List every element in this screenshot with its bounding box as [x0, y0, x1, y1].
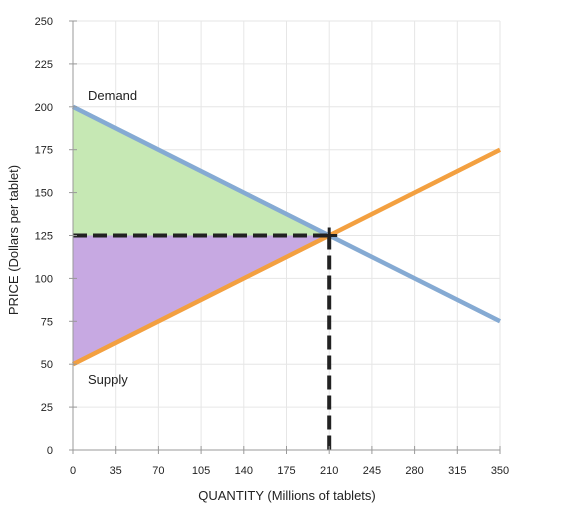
y-tick-label-25: 25 — [41, 402, 53, 414]
x-tick-label-280: 280 — [405, 465, 423, 477]
x-tick-label-210: 210 — [320, 465, 338, 477]
y-tick-label-0: 0 — [47, 445, 53, 457]
y-tick-label-250: 250 — [35, 16, 53, 28]
demand-label: Demand — [88, 88, 137, 103]
y-tick-label-200: 200 — [35, 102, 53, 114]
series-lines — [71, 104, 502, 367]
y-tick-label-75: 75 — [41, 316, 53, 328]
x-tick-label-0: 0 — [70, 465, 76, 477]
supply-line — [71, 147, 502, 367]
tick-labels: 0 35 70 105 140 175 210 245 280 315 350 0 25 50 75 100 1… — [35, 16, 510, 477]
y-tick-label-125: 125 — [35, 231, 53, 243]
y-tick-label-100: 100 — [35, 273, 53, 285]
x-tick-label-175: 175 — [277, 465, 295, 477]
x-tick-label-245: 245 — [363, 465, 381, 477]
y-tick-label-150: 150 — [35, 188, 53, 200]
axes — [69, 20, 501, 454]
y-axis-title: PRICE (Dollars per tablet) — [6, 165, 21, 315]
y-tick-label-175: 175 — [35, 145, 53, 157]
supply-label: Supply — [88, 372, 128, 387]
grid — [73, 20, 501, 450]
x-tick-label-350: 350 — [491, 465, 509, 477]
x-tick-label-70: 70 — [152, 465, 164, 477]
x-tick-label-105: 105 — [192, 465, 210, 477]
y-tick-label-50: 50 — [41, 359, 53, 371]
x-tick-label-140: 140 — [235, 465, 253, 477]
equilibrium-dashed-lines — [73, 227, 338, 450]
x-tick-label-315: 315 — [448, 465, 466, 477]
x-axis-title: QUANTITY (Millions of tablets) — [198, 488, 375, 503]
x-tick-label-35: 35 — [110, 465, 122, 477]
y-tick-label-225: 225 — [35, 59, 53, 71]
demand-line — [71, 104, 502, 324]
